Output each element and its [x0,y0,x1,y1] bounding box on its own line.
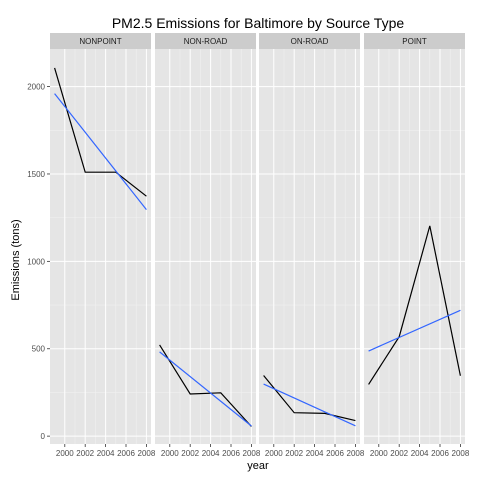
y-tick-label: 1500 [27,170,45,179]
y-axis-title: Emissions (tons) [10,219,22,300]
x-tick-label: 2000 [161,449,179,458]
facet-panel [364,49,465,444]
trend-line-non-road [159,351,252,427]
x-tick-label: 2008 [138,449,156,458]
facet-non-road: NON-ROAD 2000 2002 2004 2006 2008 [155,33,261,458]
facet-panel [50,49,151,444]
x-tick-label: 2008 [347,449,365,458]
facet-strip-label: POINT [402,37,427,46]
x-tick-label: 2006 [326,449,344,458]
y-tick-label: 500 [32,345,46,354]
facet-on-road: ON-ROAD 2000 2002 2004 2006 2008 [259,33,365,458]
trend-line-on-road [263,383,356,427]
facet-nonpoint: NONPOINT 2000 2002 2004 2006 2008 [50,33,156,458]
series-line-nonpoint [54,67,147,197]
x-tick-label: 2004 [97,449,115,458]
x-tick-label: 2004 [411,449,429,458]
facet-strip [155,33,256,49]
facet-panel [259,49,360,444]
x-tick-label: 2002 [76,449,94,458]
trend-line-point [368,309,461,352]
y-tick-label: 2000 [27,83,45,92]
y-tick-label: 1000 [27,257,45,266]
facet-strip-label: NONPOINT [79,37,121,46]
x-tick-label: 2004 [306,449,324,458]
x-tick-label: 2002 [181,449,199,458]
trend-line-nonpoint [54,93,147,210]
facet-strip [50,33,151,49]
x-tick-label: 2006 [222,449,240,458]
y-axis: 0 500 1000 1500 2000 [27,83,50,441]
facet-strip [364,33,465,49]
x-tick-label: 2004 [202,449,220,458]
y-tick-label: 0 [41,432,46,441]
facet-strip-label: ON-ROAD [291,37,329,46]
facet-panel [155,49,256,444]
facet-point: POINT 2000 2002 2004 2006 2008 [364,33,470,458]
facet-strip [259,33,360,49]
x-tick-label: 2002 [390,449,408,458]
x-tick-label: 2002 [285,449,303,458]
series-line-point [368,225,461,385]
facet-strip-label: NON-ROAD [184,37,228,46]
x-tick-label: 2006 [431,449,449,458]
x-tick-label: 2006 [117,449,135,458]
x-tick-label: 2000 [370,449,388,458]
x-tick-label: 2000 [265,449,283,458]
x-tick-label: 2008 [243,449,261,458]
x-tick-label: 2008 [452,449,470,458]
chart-title: PM2.5 Emissions for Baltimore by Source … [112,15,405,31]
series-line-on-road [263,375,356,422]
x-axis-title: year [247,460,269,472]
x-tick-label: 2000 [56,449,74,458]
series-line-non-road [159,344,252,427]
